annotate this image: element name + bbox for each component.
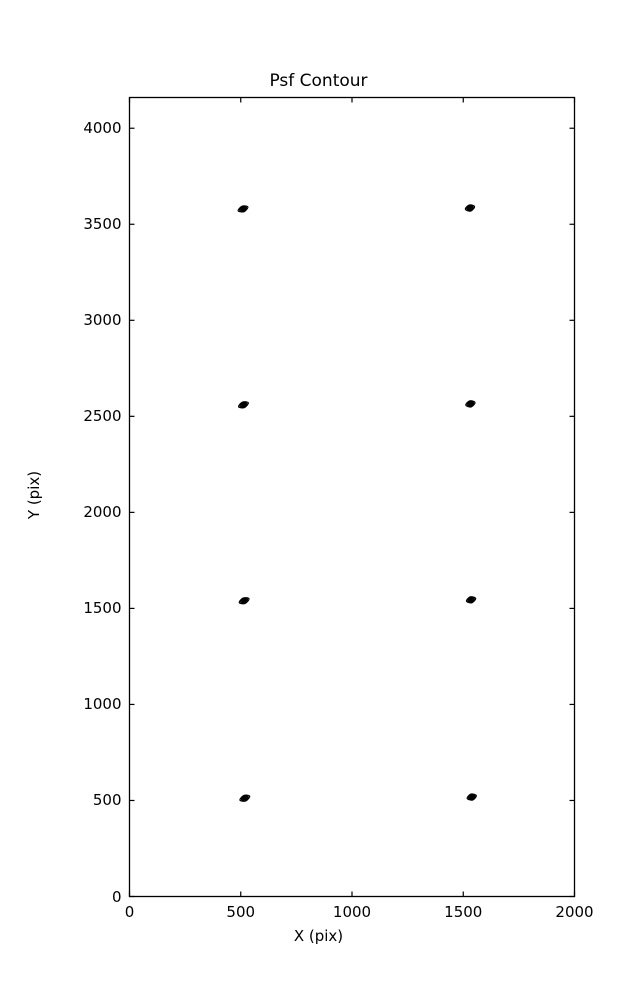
contour-level-4	[468, 402, 472, 406]
psf-contour-blob	[465, 400, 476, 408]
contour-level-4	[468, 206, 472, 210]
x-tick-label: 0	[124, 902, 135, 921]
y-tick-label: 1000	[83, 695, 122, 714]
contour-level-4	[243, 797, 247, 800]
x-tick-label: 1000	[332, 902, 372, 921]
contour-level-4	[241, 403, 245, 406]
y-tick-label: 0	[111, 887, 122, 906]
contour-level-0	[237, 401, 249, 409]
chart-title: Psf Contour	[269, 71, 368, 91]
contour-level-0	[238, 597, 250, 605]
psf-contour-blob	[465, 596, 477, 604]
x-tick-label: 500	[226, 902, 256, 921]
x-axis-label: X (pix)	[293, 927, 344, 945]
axes-frame	[128, 96, 576, 898]
psf-contour-blob	[464, 204, 476, 212]
y-tick-label: 2500	[83, 407, 122, 426]
contour-level-4	[242, 599, 246, 602]
y-tick-label: 3500	[83, 215, 122, 234]
contour-level-4	[469, 598, 473, 601]
contour-level-0	[465, 596, 477, 604]
psf-contour-blob	[237, 401, 249, 409]
psf-contour-blob	[466, 793, 477, 801]
psf-contour-blob	[239, 794, 251, 802]
y-tick-label: 3000	[83, 311, 122, 330]
y-axis-label: Y (pix)	[25, 470, 43, 520]
psf-contour-blob	[237, 205, 249, 213]
contour-level-4	[241, 207, 245, 211]
psf-contour-blob	[238, 597, 250, 605]
contour-level-0	[237, 205, 249, 213]
y-tick-label: 500	[92, 791, 122, 810]
y-tick-label: 2000	[83, 503, 122, 522]
x-tick-label: 1500	[444, 902, 483, 921]
y-tick-label: 4000	[83, 119, 122, 138]
contour-level-0	[464, 204, 476, 212]
y-tick-label: 1500	[83, 599, 122, 618]
x-tick-label: 2000	[555, 902, 594, 921]
contour-level-0	[239, 794, 251, 802]
contour-level-0	[465, 400, 476, 408]
contour-level-0	[466, 793, 477, 801]
contour-level-4	[470, 795, 474, 799]
